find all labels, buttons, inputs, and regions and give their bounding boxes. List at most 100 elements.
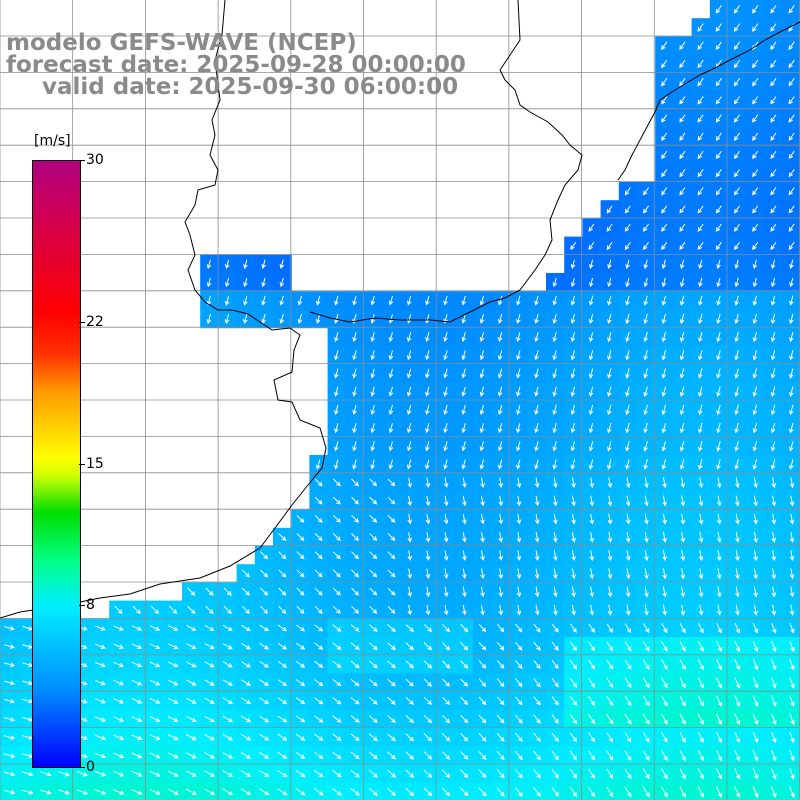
wind-arrow	[715, 241, 722, 251]
wind-arrow	[661, 441, 667, 452]
wind-arrow	[332, 496, 341, 505]
wind-arrow	[643, 350, 648, 361]
wind-arrow	[369, 605, 378, 614]
wind-arrow	[443, 350, 448, 361]
wind-arrow	[733, 96, 741, 105]
wind-arrow	[733, 41, 741, 51]
wind-arrow	[642, 641, 650, 652]
wind-arrow	[425, 332, 430, 343]
wind-arrow	[789, 331, 794, 343]
wind-arrow	[734, 786, 741, 798]
wind-arrow	[733, 59, 741, 69]
wind-arrow	[716, 713, 723, 725]
wind-arrow	[607, 350, 612, 361]
wind-arrow	[497, 313, 503, 324]
wind-arrow	[770, 422, 776, 434]
wind-arrow	[277, 697, 288, 705]
wind-arrow	[771, 513, 777, 525]
wind-arrow	[334, 332, 339, 343]
wind-arrow	[387, 769, 396, 778]
wind-arrow	[770, 59, 777, 69]
colorbar-tick-label: 8	[86, 597, 95, 614]
wind-arrow	[167, 716, 179, 722]
wind-arrow	[734, 659, 741, 671]
wind-arrow	[368, 697, 378, 705]
wind-arrow	[625, 568, 631, 580]
wind-arrow	[569, 623, 577, 633]
wind-arrow	[168, 625, 179, 631]
wind-arrow	[589, 568, 595, 580]
wind-arrow	[296, 624, 306, 632]
wind-arrow	[661, 277, 667, 288]
wind-arrow	[222, 770, 234, 777]
wind-arrow	[697, 59, 704, 69]
wind-arrow	[662, 477, 667, 489]
wind-arrow	[770, 459, 776, 470]
wind-arrow	[479, 459, 485, 470]
wind-arrow	[479, 368, 485, 379]
wind-arrow	[443, 332, 448, 343]
wind-arrow	[570, 259, 576, 270]
wind-arrow	[698, 313, 703, 325]
wind-arrow	[734, 440, 739, 452]
wind-arrow	[642, 732, 650, 743]
wind-arrow	[131, 661, 143, 668]
wind-arrow	[752, 786, 759, 798]
wind-arrow	[642, 241, 650, 251]
wind-arrow	[241, 587, 250, 596]
wind-arrow	[350, 769, 360, 778]
wind-arrow	[425, 532, 431, 543]
wind-arrow	[350, 697, 360, 705]
wind-arrow	[788, 114, 795, 123]
wind-arrow	[4, 680, 15, 686]
wind-arrow	[441, 769, 451, 779]
wind-arrow	[76, 771, 89, 777]
wind-arrow	[697, 786, 704, 798]
wind-arrow	[643, 313, 648, 325]
wind-arrow	[771, 550, 777, 562]
wind-arrow	[387, 660, 396, 669]
wind-arrow	[425, 368, 430, 379]
wind-arrow	[149, 679, 161, 686]
wind-arrow	[698, 386, 703, 398]
wind-arrow	[369, 533, 378, 542]
wind-arrow	[278, 533, 287, 542]
wind-arrow	[533, 660, 541, 670]
wind-arrow	[661, 750, 668, 762]
wind-arrow	[716, 440, 721, 452]
wind-arrow	[624, 187, 631, 196]
wind-arrow	[443, 513, 449, 525]
wind-arrow	[679, 459, 685, 470]
wind-arrow	[423, 678, 432, 687]
wind-arrow	[423, 642, 433, 651]
wind-arrow	[425, 423, 430, 434]
wind-arrow	[716, 531, 722, 543]
wind-arrow	[698, 513, 704, 525]
wind-arrow	[770, 205, 777, 214]
wind-arrow	[350, 678, 360, 687]
wind-arrow	[350, 751, 360, 760]
wind-arrow	[534, 568, 540, 580]
wind-arrow	[261, 313, 266, 324]
wind-arrow	[406, 386, 412, 397]
wind-arrow	[752, 205, 759, 214]
wind-arrow	[461, 404, 467, 416]
wind-arrow	[552, 386, 557, 397]
wind-arrow	[478, 714, 487, 724]
wind-arrow	[277, 788, 288, 796]
wind-arrow	[770, 313, 776, 325]
wind-arrow	[387, 569, 396, 578]
wind-arrow	[515, 660, 523, 670]
wind-arrow	[241, 697, 251, 705]
wind-arrow	[149, 770, 161, 777]
wind-arrow	[753, 604, 758, 616]
wind-arrow	[186, 697, 197, 704]
wind-arrow	[589, 513, 595, 525]
wind-arrow	[425, 477, 431, 488]
wind-arrow	[734, 132, 741, 141]
wind-arrow	[243, 259, 248, 270]
wind-arrow	[460, 623, 469, 633]
wind-arrow	[570, 441, 576, 452]
wind-arrow	[642, 786, 650, 798]
wind-arrow	[534, 404, 539, 416]
